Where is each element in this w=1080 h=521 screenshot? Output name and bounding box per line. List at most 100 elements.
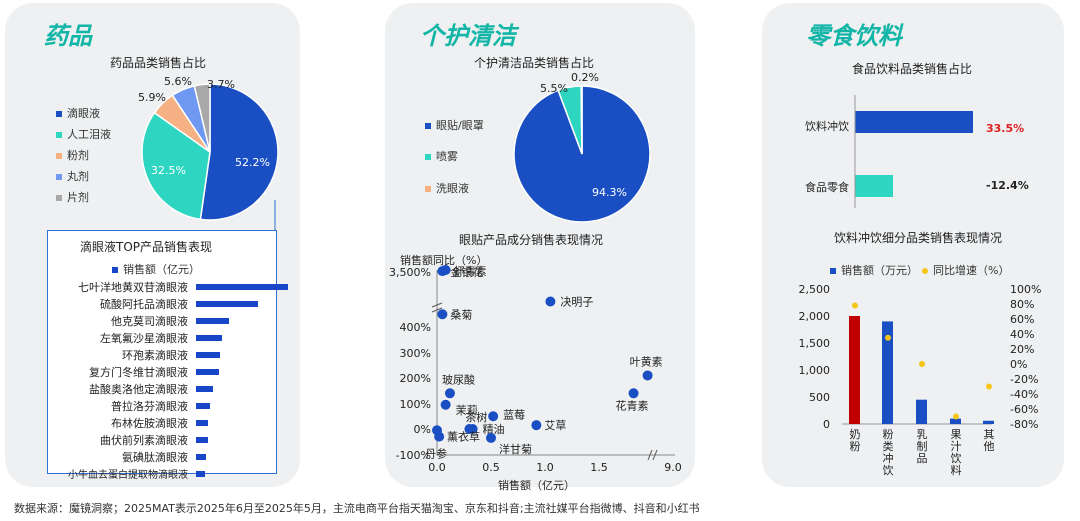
x-tick-label: 1.0 — [536, 461, 554, 474]
growth-point — [919, 361, 925, 367]
x-tick-label: 1.5 — [590, 461, 608, 474]
pie-slice — [580, 85, 583, 155]
x-tick-label: 粉类冲饮 — [883, 428, 894, 477]
combo-legend-item: 同比增速（%） — [922, 262, 1009, 278]
legend-swatch — [56, 132, 62, 138]
product-label: 普拉洛芬滴眼液 — [111, 400, 188, 413]
pie-label: 5.9% — [138, 91, 166, 104]
panel-snacks — [762, 3, 1064, 487]
panel-title-personal-care: 个护清洁 — [420, 22, 516, 50]
bar — [196, 369, 219, 375]
y2-tick-label: 20% — [1010, 343, 1034, 356]
legend-item: 片剂 — [56, 189, 89, 205]
legend-item: 眼贴/眼罩 — [425, 117, 484, 133]
pie-slice — [141, 111, 211, 221]
pie-label: 0.2% — [571, 71, 599, 84]
scatter-chart: 3,500% 400% 300% 200% 100% 0% -100%0.0 0.5 1.0 1.… — [389, 265, 682, 474]
care-pie-title: 个护清洁品类销售占比 — [474, 56, 595, 70]
product-label: 硫酸阿托品滴眼液 — [100, 298, 188, 311]
legend-label: 丸剂 — [67, 170, 89, 183]
scatter-point — [488, 411, 499, 422]
x-tick-label: 奶粉 — [850, 427, 861, 453]
y-tick-label: -100% — [396, 449, 431, 462]
x-tick-label: 果汁饮料 — [951, 428, 962, 477]
legend-item: 人工泪液 — [56, 126, 111, 142]
snack-bar-title: 食品饮料品类销售占比 — [852, 62, 973, 76]
legend-label: 滴眼液 — [67, 107, 100, 120]
scatter-point — [440, 399, 451, 410]
legend-swatch — [56, 111, 62, 117]
snack-bar-chart — [854, 95, 973, 208]
scatter-point — [444, 388, 455, 399]
medicine-top-box — [47, 230, 277, 474]
growth-point — [852, 302, 858, 309]
y2-tick-label: -60% — [1010, 403, 1038, 416]
panel-title-snacks: 零食饮料 — [806, 22, 902, 50]
point-label: 虾青素 — [454, 265, 487, 278]
x-tick-label: 0.0 — [428, 461, 446, 474]
y2-tick-label: 100% — [1010, 283, 1041, 296]
product-label: 七叶洋地黄双苷滴眼液 — [78, 281, 188, 294]
product-label: 复方门冬维甘滴眼液 — [89, 366, 188, 379]
axis-break — [647, 449, 653, 461]
y2-tick-label: -80% — [1010, 418, 1038, 431]
point-label: 茉莉 — [456, 403, 478, 417]
point-label: 决明子 — [560, 296, 593, 309]
bar-value-label: 33.5% — [986, 122, 1025, 135]
y-tick-label: 300% — [400, 347, 431, 360]
point-label: 丹参 — [425, 447, 447, 461]
bar — [916, 399, 927, 424]
bar — [196, 437, 209, 443]
scatter-point — [628, 388, 639, 399]
bar — [196, 403, 210, 409]
legend-label: 洗眼液 — [436, 182, 469, 195]
point-label: 金银花 — [450, 265, 483, 279]
legend-item: 滴眼液 — [56, 105, 100, 121]
legend-swatch — [112, 267, 118, 273]
bar — [196, 386, 214, 392]
legend-label: 销售额（万元） — [841, 264, 918, 277]
legend-item: 喷雾 — [425, 148, 458, 164]
scatter-point — [467, 424, 478, 434]
bar — [196, 471, 205, 477]
bar — [196, 301, 259, 307]
axis-break — [431, 302, 443, 308]
point-label: 洋甘菊 — [499, 442, 532, 456]
scatter-xlabel: 销售额（亿元） — [498, 479, 575, 492]
product-label: 布林佐胺滴眼液 — [111, 417, 188, 430]
y-tick-label: 2,000 — [799, 310, 831, 323]
point-label: 薰衣草 — [447, 429, 480, 443]
legend-swatch — [425, 154, 431, 160]
bar — [196, 454, 207, 460]
y2-tick-label: -20% — [1010, 373, 1038, 386]
x-tick-label: 9.0 — [664, 461, 682, 474]
product-label: 盐酸奥洛他定滴眼液 — [89, 383, 188, 396]
point-label: 玻尿酸 — [442, 372, 475, 386]
medicine-pie-title: 药品品类销售占比 — [110, 56, 207, 70]
x-tick-label: 其他 — [984, 428, 995, 453]
y-tick-label: 3,500% — [389, 266, 431, 279]
pie-label: 3.7% — [207, 78, 235, 91]
medicine-connector — [274, 200, 276, 230]
legend-item: 丸剂 — [56, 168, 89, 184]
legend-swatch — [922, 268, 928, 274]
product-label: 小牛血去蛋白提取物滴眼液 — [68, 470, 188, 481]
pie-slice — [199, 83, 279, 221]
pie-label: 5.6% — [164, 75, 192, 88]
point-label: 花青素 — [616, 399, 649, 412]
category-label: 食品零食 — [805, 181, 849, 194]
x-tick-label: 乳制品 — [917, 428, 928, 465]
legend-label: 粉剂 — [67, 149, 89, 162]
product-label: 他克莫司滴眼液 — [111, 315, 188, 328]
legend-swatch — [56, 195, 62, 201]
scatter-axes: 3,500% 400% 300% 200% 100% 0% -100%0.0 0.5 1.0 1.… — [389, 266, 682, 474]
product-label: 曲伏前列素滴眼液 — [100, 434, 188, 447]
x-tick-label: 0.5 — [482, 461, 500, 474]
legend-label: 销售额（亿元） — [123, 263, 200, 276]
combo-legend-item: 销售额（万元） — [830, 262, 918, 278]
bar — [196, 284, 288, 290]
bar — [196, 318, 229, 324]
pie-label: 32.5% — [151, 164, 186, 177]
category-label: 饮料冲饮 — [805, 120, 849, 133]
legend-label: 眼贴/眼罩 — [436, 119, 484, 132]
